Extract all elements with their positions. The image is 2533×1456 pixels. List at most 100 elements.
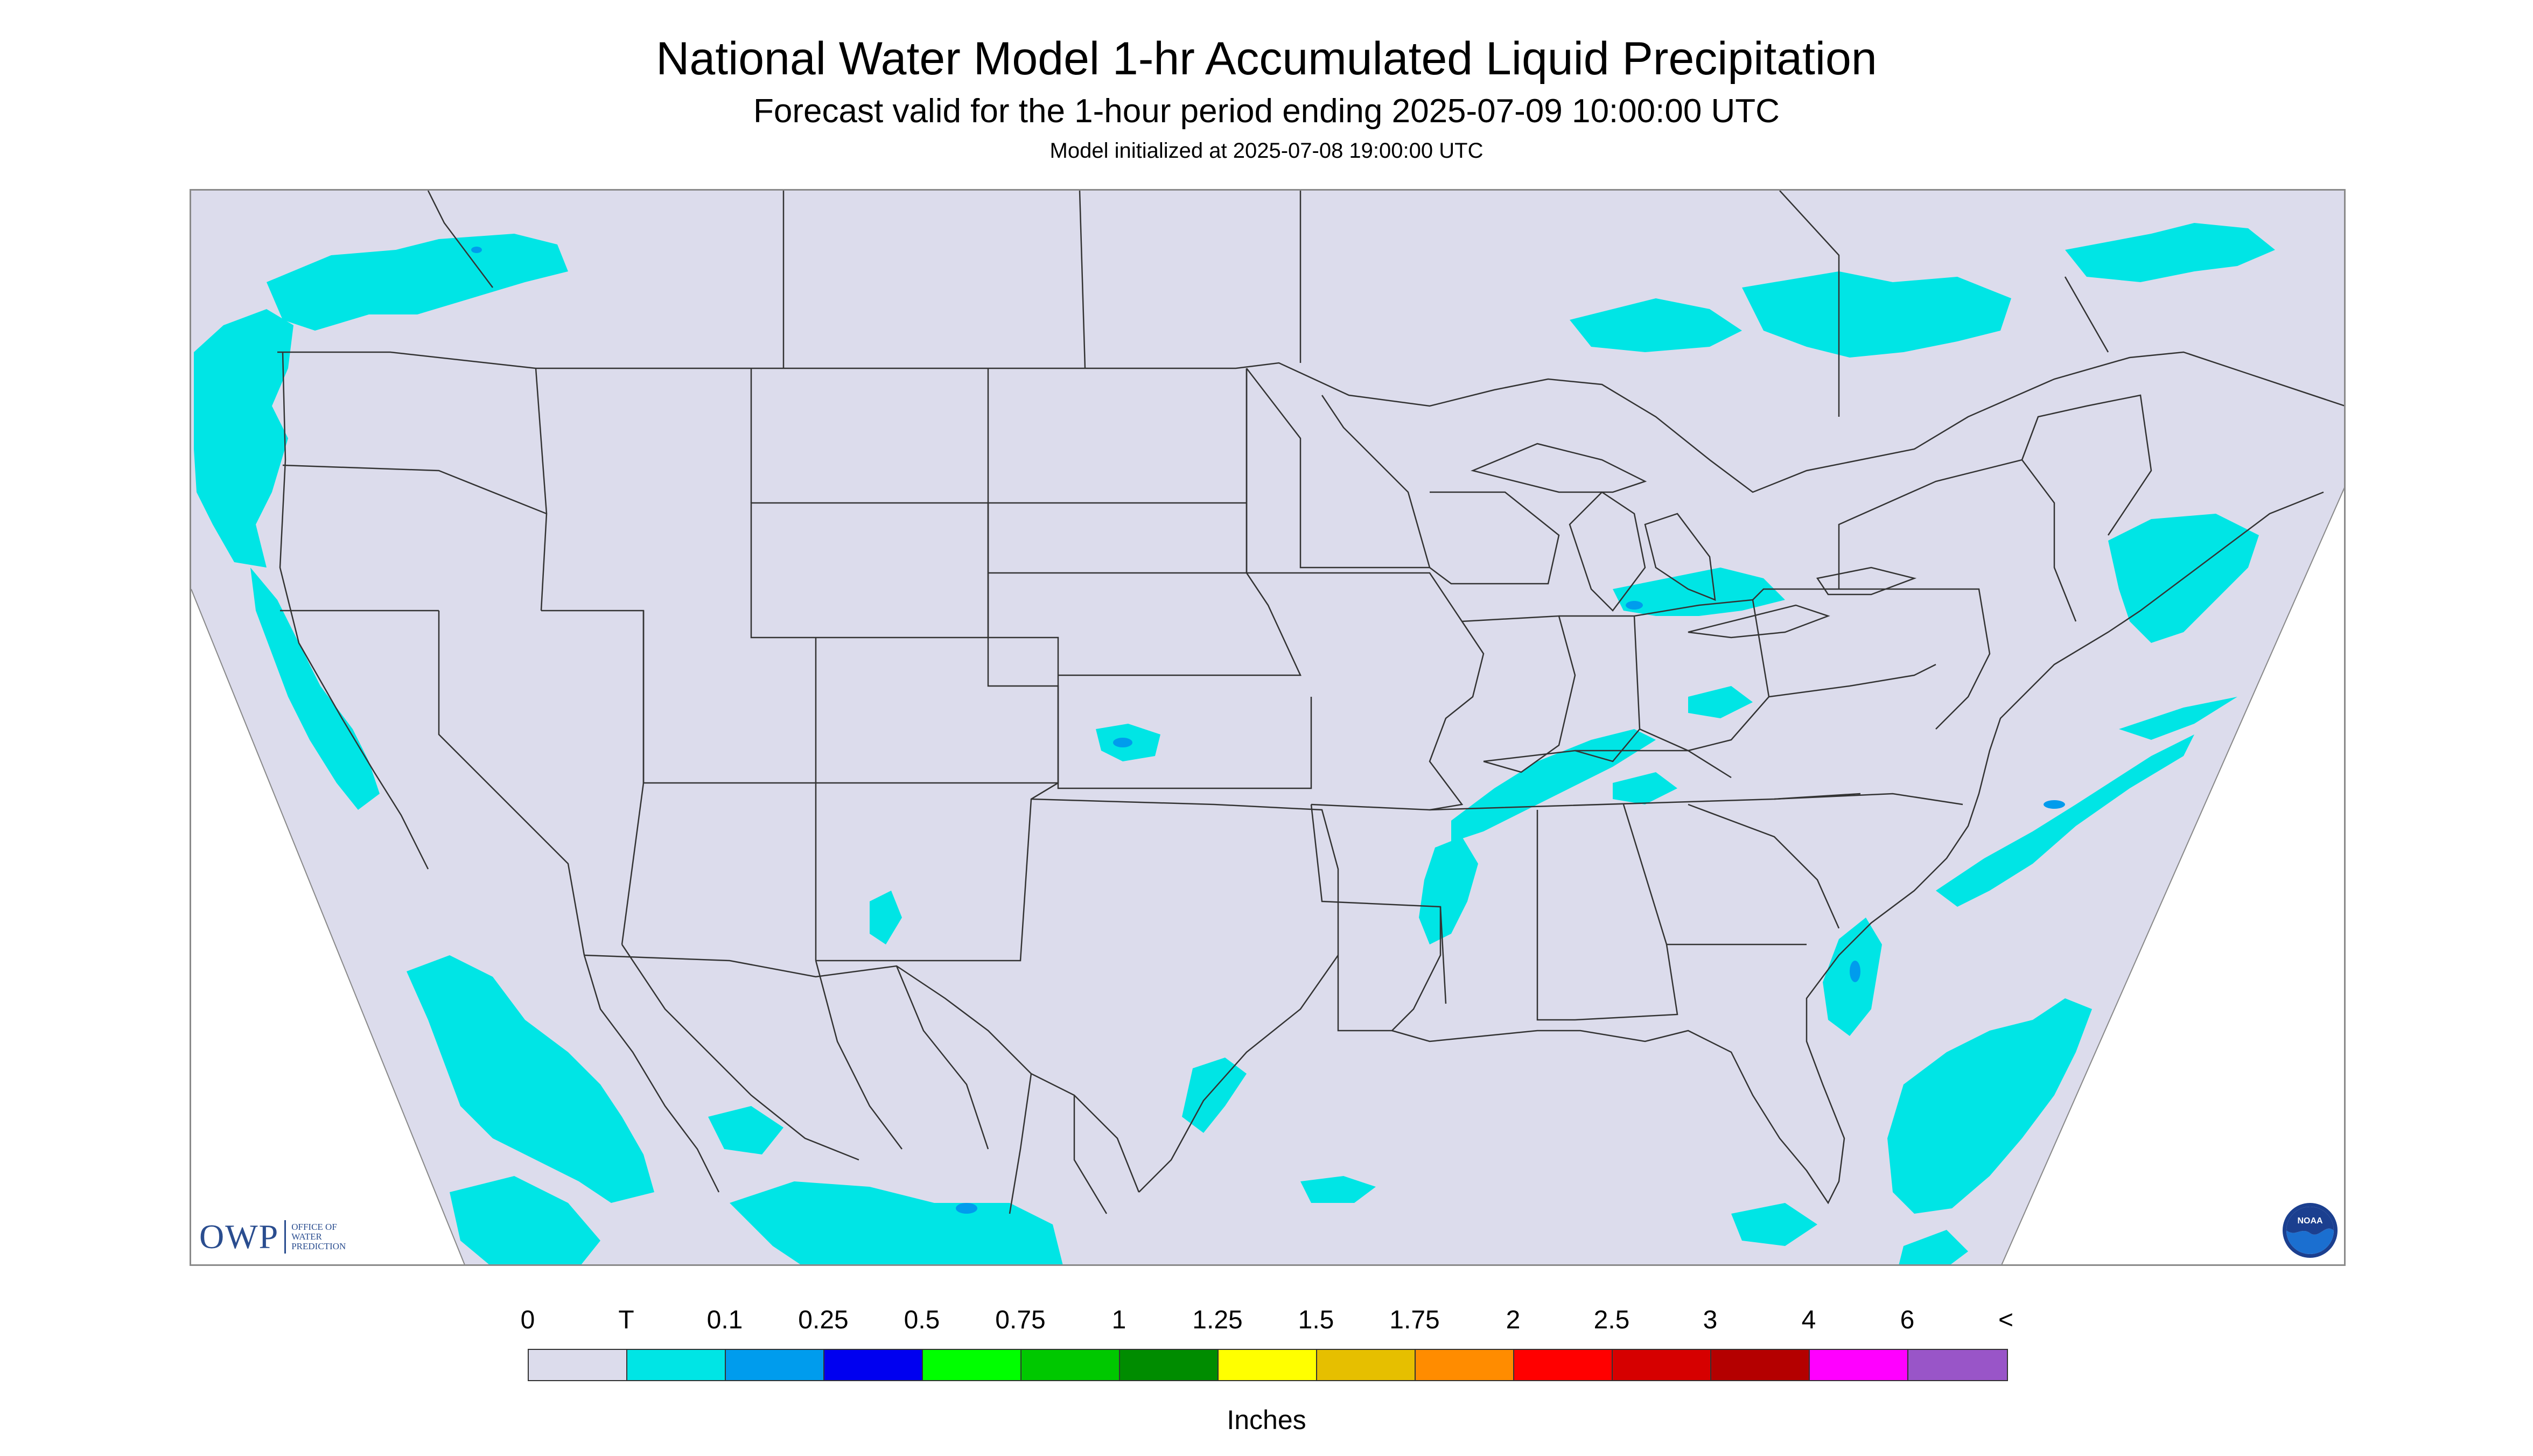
legend-label: 2.5	[1593, 1306, 1630, 1334]
outside-domain-right	[2002, 488, 2344, 1264]
precip-texas-coast	[1182, 1058, 1247, 1133]
border-ar-la	[1310, 804, 1442, 1032]
domain-edge	[191, 487, 2344, 1264]
precip-pacific-northwest	[194, 309, 293, 568]
border-ne-ks	[987, 572, 1312, 789]
precip-baja-south	[450, 1176, 600, 1264]
precip-caribbean-cluster	[1887, 998, 2092, 1214]
precip-core-carolina	[1850, 961, 1860, 982]
legend-label: T	[618, 1306, 634, 1334]
precip-lake-superior	[1570, 298, 1742, 352]
legend-label: 0.25	[798, 1306, 849, 1334]
border-mexico-us	[584, 954, 1140, 1193]
precip-core-mexico	[956, 1203, 977, 1214]
precip-trace-areas	[194, 223, 2275, 1264]
border-canada-us	[277, 351, 2344, 493]
legend-label: 1	[1111, 1306, 1126, 1334]
border-ok-tx	[1031, 798, 1339, 955]
legend-swatch	[1219, 1350, 1317, 1380]
noaa-logo: NOAA	[2283, 1203, 2338, 1258]
border-nv-ut	[541, 610, 645, 783]
precip-pa-cell	[1688, 686, 1753, 718]
owp-logo-divider	[284, 1220, 286, 1254]
legend-label: 1.5	[1298, 1306, 1334, 1334]
precip-heavy-cores	[471, 247, 2065, 1214]
map-borders	[277, 191, 2344, 1214]
legend-label: 1.75	[1389, 1306, 1440, 1334]
border-ia-mo	[1247, 572, 1485, 811]
border-gulf-coast	[1391, 491, 2324, 1205]
legend-label: 0	[520, 1306, 535, 1334]
border-ny-ne	[1838, 394, 2152, 622]
precip-mississippi-band	[1419, 837, 1478, 944]
model-init-time: Model initialized at 2025-07-08 19:00:00…	[1049, 139, 1484, 163]
legend-label: <	[1998, 1306, 2014, 1334]
legend-label: 0.5	[904, 1306, 940, 1334]
owp-logo-line-3: PREDICTION	[291, 1241, 346, 1251]
model-domain	[191, 191, 2344, 1264]
precip-caribbean-tail	[1899, 1230, 1968, 1264]
precip-core-lake-erie	[1626, 601, 1643, 610]
precip-michigan-ohio	[1613, 568, 1785, 616]
border-id	[535, 368, 548, 611]
legend-swatch	[1416, 1350, 1514, 1380]
precip-california-coast	[250, 568, 380, 810]
precip-bc-coast	[267, 234, 568, 331]
border-wa-or	[282, 464, 547, 515]
precip-gulf-west	[1300, 1176, 1376, 1203]
legend-swatch	[1711, 1350, 1810, 1380]
legend-label: 2	[1506, 1306, 1521, 1334]
precip-north-mexico-cell	[870, 891, 902, 944]
noaa-logo-text: NOAA	[2297, 1216, 2323, 1226]
map-title: National Water Model 1-hr Accumulated Li…	[656, 33, 1877, 85]
legend-label: 3	[1703, 1306, 1718, 1334]
legend-labels: 0 T 0.1 0.25 0.5 0.75 1 1.25 1.5 1.75 2 2.5 3 4 6 <	[0, 1307, 2533, 1340]
map-canvas	[191, 191, 2344, 1264]
legend-swatch	[1514, 1350, 1613, 1380]
border-wi-il	[1429, 491, 1576, 773]
precip-ohio-valley-band	[1451, 729, 1656, 842]
legend-label: 4	[1801, 1306, 1816, 1334]
border-mn	[1245, 368, 1431, 573]
legend-swatch	[824, 1350, 923, 1380]
border-va-pa	[1752, 588, 1991, 730]
legend-swatch	[1317, 1350, 1416, 1380]
border-carolinas	[1688, 793, 1963, 929]
legend-units: Inches	[1227, 1405, 1306, 1435]
precip-georgia-cell	[1613, 772, 1677, 804]
color-legend	[528, 1349, 2008, 1381]
legend-swatch	[627, 1350, 726, 1380]
border-mexico-states	[621, 944, 1108, 1214]
border-baja	[583, 955, 720, 1193]
legend-label: 0.1	[706, 1306, 743, 1334]
precip-quebec-north	[2065, 223, 2275, 282]
owp-logo-mark: OWP	[199, 1217, 279, 1256]
owp-logo-line-1: OFFICE OF	[291, 1222, 337, 1233]
border-tx-coast	[1138, 955, 1339, 1193]
precip-core-atlantic	[2044, 800, 2065, 809]
precip-florida-atlantic	[1731, 1203, 1817, 1246]
legend-swatch	[923, 1350, 1021, 1380]
legend-swatch	[726, 1350, 824, 1380]
precip-atlantic-east-band	[2119, 697, 2237, 740]
border-west-coast	[279, 352, 429, 870]
precip-pacific-mexico	[407, 955, 654, 1203]
border-ms-al-ga	[1439, 804, 1807, 1021]
border-great-lakes	[1471, 443, 1917, 639]
legend-swatch	[1810, 1350, 1908, 1380]
precip-southern-mexico	[730, 1181, 1063, 1264]
border-canada-provinces	[427, 191, 2109, 417]
precip-atlantic-band	[1936, 734, 2194, 907]
precip-ontario	[1742, 271, 2011, 358]
owp-logo-line-2: WATER	[291, 1231, 322, 1242]
map-subtitle: Forecast valid for the 1-hour period end…	[753, 93, 1780, 130]
border-az-nm	[621, 782, 1059, 962]
owp-logo: OWP OFFICE OF WATER PREDICTION	[199, 1217, 346, 1256]
legend-swatch	[529, 1350, 627, 1380]
legend-label: 1.25	[1192, 1306, 1243, 1334]
precip-core-kansas	[1113, 738, 1132, 747]
precip-core-bc	[471, 247, 482, 253]
legend-swatch	[1613, 1350, 1711, 1380]
owp-logo-text: OFFICE OF WATER PREDICTION	[291, 1222, 346, 1251]
legend-swatch	[1908, 1350, 2007, 1380]
